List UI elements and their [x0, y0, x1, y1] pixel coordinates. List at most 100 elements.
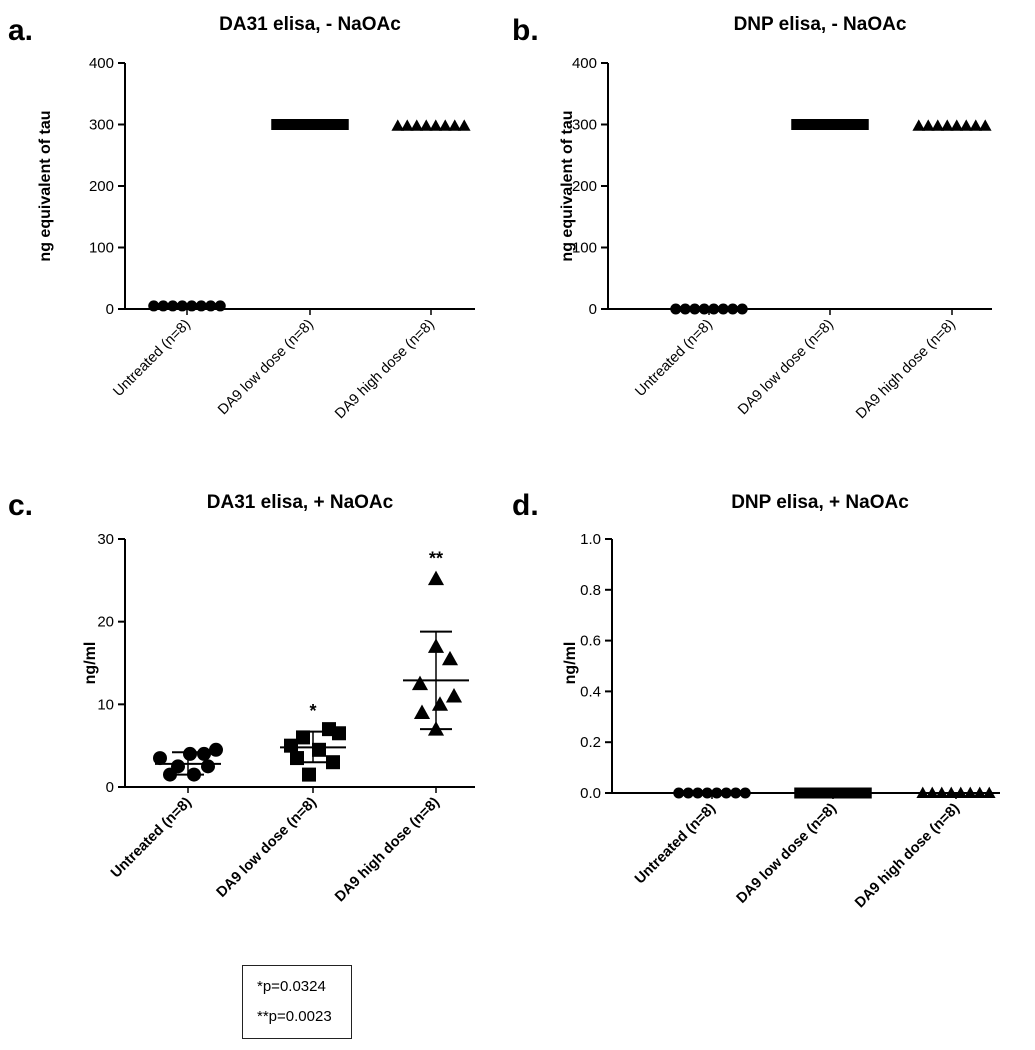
data-point [857, 119, 869, 130]
data-point [670, 303, 682, 315]
chart-title: DNP elisa, + NaOAc [731, 492, 909, 513]
data-point [935, 786, 949, 799]
data-point [332, 726, 346, 741]
data-point [851, 787, 863, 799]
panel-letter: c. [8, 489, 33, 522]
y-tick-label: 0.4 [580, 683, 601, 700]
data-point [954, 786, 968, 799]
y-tick-label: 0.0 [580, 785, 601, 802]
data-point [860, 787, 872, 799]
data-point [201, 759, 215, 774]
data-point [829, 119, 841, 130]
x-category-label: DA9 low dose (n=8) [735, 317, 837, 419]
p-value-line-1: *p=0.0324 [257, 978, 326, 995]
x-category-label: Untreated (n=8) [632, 317, 715, 400]
data-point [982, 786, 996, 799]
data-point [794, 787, 806, 799]
data-point [445, 688, 463, 703]
data-point [427, 638, 445, 653]
data-point [717, 303, 729, 315]
data-point [959, 119, 973, 131]
data-point [391, 119, 405, 131]
data-point [153, 751, 167, 766]
y-axis-label: ng equivalent of tau [559, 110, 576, 261]
data-point [209, 742, 223, 757]
chart-title: DA31 elisa, + NaOAc [207, 492, 394, 513]
x-category-label: DA9 high dose (n=8) [852, 800, 963, 911]
chart-panel-2: b. DNP elisa, - NaOAc ng equivalent of tau… [512, 14, 992, 422]
data-point [312, 742, 326, 757]
x-category-label: DA9 low dose (n=8) [215, 317, 317, 419]
data-point [711, 787, 723, 799]
data-point [916, 786, 930, 799]
x-category-label: DA9 low dose (n=8) [734, 800, 840, 906]
p-value-line-2: **p=0.0023 [257, 1008, 332, 1025]
data-point [950, 119, 964, 131]
y-tick-label: 0 [106, 779, 114, 796]
y-tick-label: 30 [97, 531, 114, 548]
x-category-label: Untreated (n=8) [632, 800, 719, 887]
data-point [318, 119, 330, 130]
data-point [791, 119, 803, 130]
data-point [810, 119, 822, 130]
data-point [410, 119, 424, 131]
data-point [163, 767, 177, 782]
x-category-label: DA9 low dose (n=8) [214, 794, 320, 900]
data-point [205, 300, 217, 312]
data-point [290, 119, 302, 130]
data-point [803, 787, 815, 799]
data-point [944, 786, 958, 799]
data-point [309, 119, 321, 130]
data-point [727, 303, 739, 315]
data-point [411, 675, 429, 691]
data-point [197, 746, 211, 761]
data-point [940, 119, 954, 131]
data-point [438, 119, 452, 131]
data-point [157, 300, 169, 312]
data-point [400, 119, 414, 131]
data-point [730, 787, 742, 799]
data-point [978, 119, 992, 131]
data-point [701, 787, 713, 799]
y-tick-label: 100 [89, 240, 114, 257]
y-tick-label: 0.2 [580, 734, 601, 751]
data-point [838, 119, 850, 130]
x-category-label: DA9 high dose (n=8) [332, 794, 443, 905]
y-tick-label: 0 [106, 301, 114, 318]
data-point [973, 786, 987, 799]
data-point [186, 300, 198, 312]
y-tick-label: 300 [89, 117, 114, 134]
data-point [673, 787, 685, 799]
data-point [963, 786, 977, 799]
chart-title: DNP elisa, - NaOAc [734, 14, 907, 35]
data-point [337, 119, 349, 130]
data-point [148, 300, 160, 312]
data-point [832, 787, 844, 799]
y-tick-label: 400 [89, 55, 114, 72]
data-point [925, 786, 939, 799]
data-point [720, 787, 732, 799]
data-point [739, 787, 751, 799]
y-tick-label: 0 [589, 301, 597, 318]
data-point [931, 119, 945, 131]
data-point [698, 303, 710, 315]
data-point [431, 696, 449, 711]
chart-title: DA31 elisa, - NaOAc [219, 14, 401, 35]
x-category-label: DA9 high dose (n=8) [853, 317, 959, 423]
data-point [427, 721, 445, 736]
data-point [708, 303, 720, 315]
y-tick-label: 20 [97, 614, 114, 631]
data-point [271, 119, 283, 130]
x-category-label: Untreated (n=8) [110, 317, 193, 400]
data-point [284, 738, 298, 753]
data-point [841, 787, 853, 799]
data-point [822, 787, 834, 799]
significance-mark: ** [429, 549, 443, 569]
y-tick-label: 300 [572, 117, 597, 134]
significance-mark: * [309, 701, 316, 721]
y-axis-label: ng equivalent of tau [37, 110, 54, 261]
panel-letter: b. [512, 14, 539, 47]
data-point [800, 119, 812, 130]
y-tick-label: 100 [572, 240, 597, 257]
